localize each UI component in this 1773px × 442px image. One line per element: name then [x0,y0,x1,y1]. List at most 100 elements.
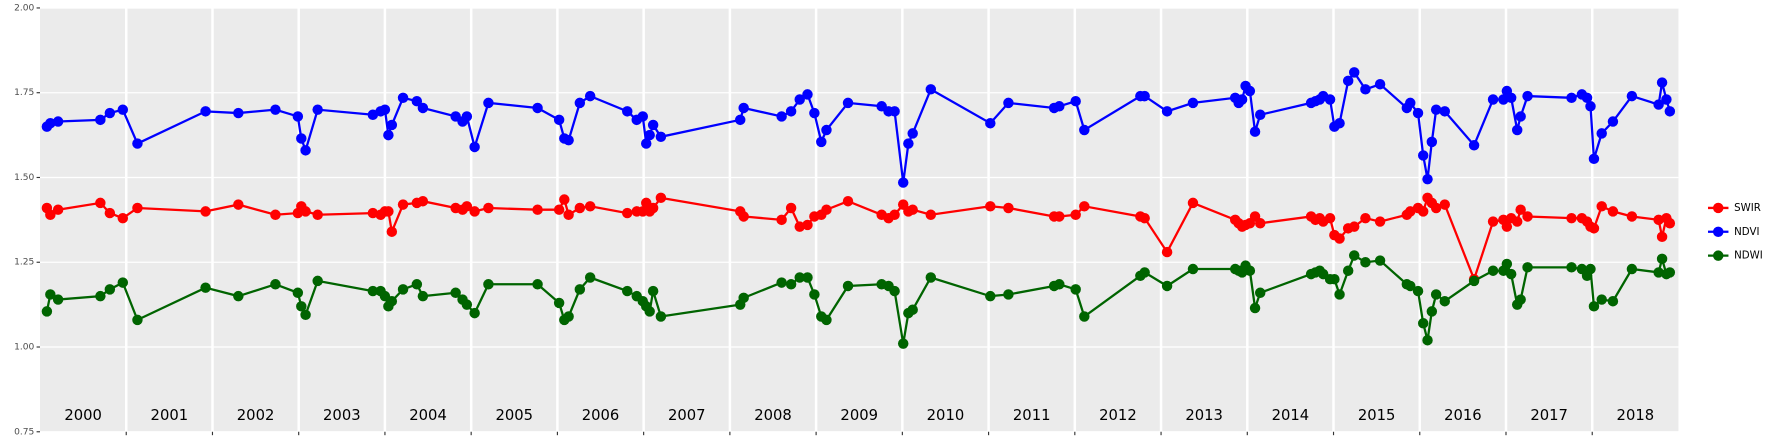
point [1607,116,1619,127]
year-label: 2010 [927,407,965,424]
point [200,282,211,293]
annotations: 2000 2001 2002 2003 2004 2005 2006 2007 2008 2009… [64,407,1654,424]
point [553,204,565,215]
point [1412,107,1424,119]
point [907,204,918,215]
point [907,128,918,139]
point [1161,106,1173,117]
point [1566,212,1577,224]
point [1374,79,1386,90]
point [776,277,787,288]
point [1522,90,1533,102]
point [1334,118,1345,129]
point [1656,77,1668,88]
point [1585,101,1596,112]
point [1439,106,1450,117]
year-label: 2003 [323,407,361,424]
year-label: 2008 [754,407,792,424]
point [1501,221,1513,232]
point [644,306,655,317]
point [1596,294,1607,305]
point [417,290,429,302]
year-label: 2007 [668,407,706,424]
y-tick-label: 1.25 [14,258,34,268]
point [1511,124,1523,136]
y-tick-label: 1.75 [14,88,34,98]
point [553,297,565,309]
point [1656,253,1668,265]
point [300,206,311,217]
point [1324,94,1336,105]
point [1070,284,1081,295]
point [842,97,854,109]
legend-key-point [1713,226,1724,238]
point [1003,202,1014,214]
legend-label: NDVI [1734,227,1759,238]
point [292,111,304,122]
point [95,290,106,302]
point [1430,202,1442,214]
point [1430,289,1442,300]
point [233,107,244,119]
point [1079,311,1090,322]
point [200,106,211,117]
point [1588,301,1600,312]
point [1329,273,1340,285]
point [312,104,323,115]
point [574,97,586,109]
point [821,124,832,136]
point [1254,109,1266,120]
point [312,275,323,287]
point [417,195,429,207]
point [117,104,129,115]
point [1079,124,1090,136]
point [1426,306,1438,317]
point [1661,94,1672,105]
point [1348,250,1360,261]
point [296,133,307,144]
point [1139,267,1150,278]
point [45,118,56,129]
point [367,207,379,219]
point [386,226,398,237]
point [574,284,586,295]
point [903,138,914,149]
point [532,102,543,114]
point [41,306,53,317]
point [1487,216,1499,227]
point [1430,104,1442,115]
year-label: 2005 [496,407,534,424]
point [641,138,652,149]
point [1054,101,1065,112]
point [1498,94,1509,105]
point [563,209,574,221]
point [1249,126,1261,137]
point [1487,94,1499,105]
point [270,104,281,115]
point [461,201,473,212]
point [925,84,937,95]
point [584,201,596,212]
point [1511,216,1523,227]
point [1417,318,1429,329]
point [776,111,787,122]
point [889,209,900,221]
point [622,106,633,117]
point [897,338,909,349]
point [450,287,461,298]
point [985,201,996,212]
point [52,116,64,127]
point [233,290,244,302]
point [1342,265,1354,276]
point [985,290,996,302]
point [1585,263,1596,275]
point [532,279,543,290]
point [1664,218,1676,229]
point [985,118,996,129]
point [1003,97,1014,109]
point [1139,212,1150,224]
year-label: 2002 [237,407,275,424]
point [367,285,379,297]
point [794,272,805,283]
point [45,209,56,221]
